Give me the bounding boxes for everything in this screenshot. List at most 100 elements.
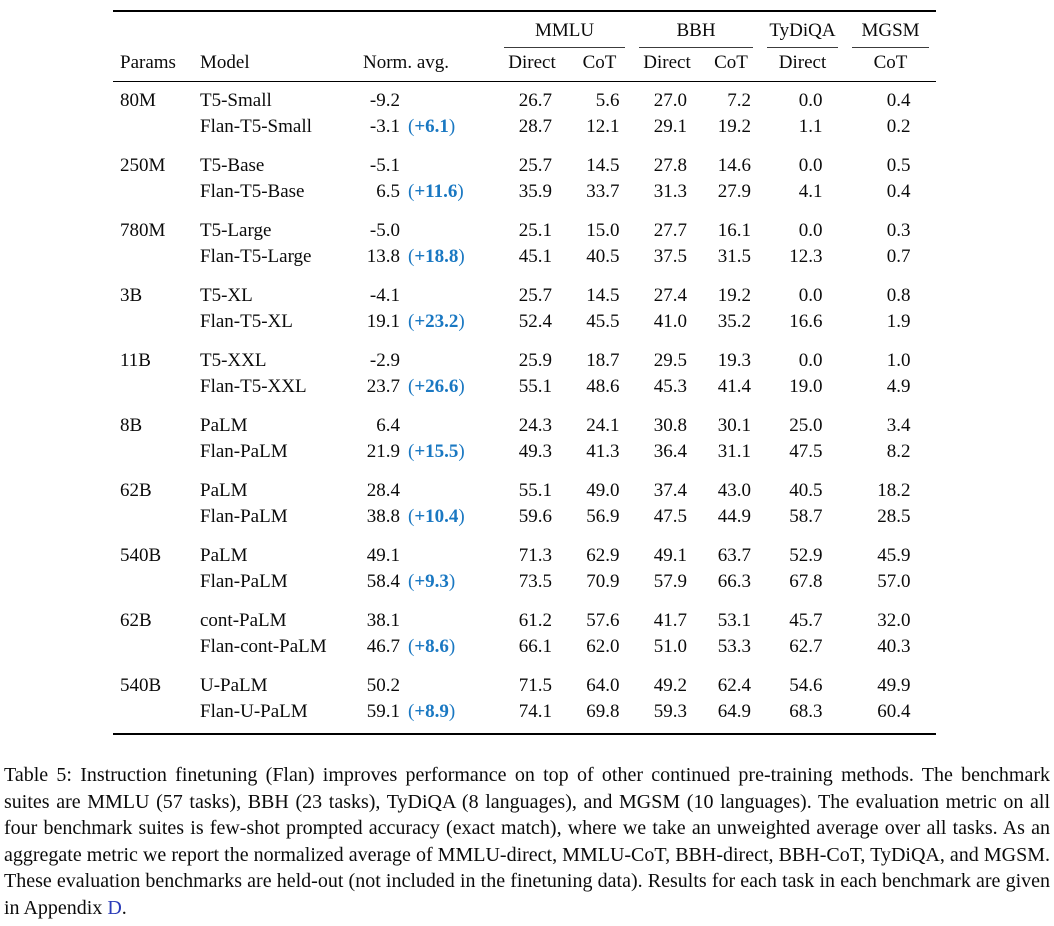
group-spacer: [113, 465, 936, 478]
metric-value: 25.1: [518, 220, 552, 241]
cell-mgsm-cot: 0.2: [845, 114, 936, 140]
metric-value: 55.1: [518, 480, 552, 501]
metric-value: 49.9: [877, 675, 911, 696]
metric-value: 53.1: [717, 610, 751, 631]
metric-value: 66.1: [518, 636, 552, 657]
metric-value: 18.7: [586, 350, 620, 371]
metric-value: 51.0: [653, 636, 687, 657]
delta-value: (+11.6): [408, 181, 464, 202]
metric-value: 16.6: [789, 311, 823, 332]
cell-params: 540B: [120, 675, 162, 696]
cell-mmlu-direct: 55.1: [497, 374, 567, 400]
table-row: Flan-PaLM 58.4 (+9.3) 73.5 70.9 57.9 66.3 67.8 5…: [113, 569, 936, 595]
cell-bbh-direct: 29.1: [632, 114, 702, 140]
metric-value: 0.0: [798, 220, 823, 241]
metric-value: 57.9: [653, 571, 687, 592]
cell-params: 540B: [120, 545, 162, 566]
metric-value: 62.9: [586, 545, 620, 566]
metric-value: 36.4: [653, 441, 687, 462]
cell-norm-avg: -3.1 (+6.1): [358, 114, 497, 140]
cell-tydiqa-direct: 52.9: [760, 543, 845, 569]
cell-bbh-direct: 57.9: [632, 569, 702, 595]
cell-model: Flan-T5-XL: [200, 311, 293, 332]
table-5-container: MMLU BBH TyDiQA MGSM Params Model Norm.: [113, 10, 937, 735]
cell-params: [113, 569, 195, 595]
delta-value: (+15.5): [408, 441, 465, 462]
norm-avg-value: 6.5: [376, 181, 400, 202]
cell-bbh-cot: 27.9: [702, 179, 760, 205]
metric-value: 40.5: [789, 480, 823, 501]
metric-value: 52.4: [518, 311, 552, 332]
group-spacer-cell: [113, 530, 936, 543]
metric-value: 30.1: [717, 415, 751, 436]
cell-norm-avg: 19.1 (+23.2): [358, 309, 497, 335]
cell-bbh-direct: 31.3: [632, 179, 702, 205]
cell-params: [113, 374, 195, 400]
metric-value: 28.7: [518, 116, 552, 137]
metric-value: 47.5: [653, 506, 687, 527]
cell-mgsm-cot: 18.2: [845, 478, 936, 504]
cell-mgsm-cot: 32.0: [845, 608, 936, 634]
cell-tydiqa-direct: 12.3: [760, 244, 845, 270]
norm-avg-value: 46.7: [366, 636, 400, 657]
cell-mgsm-cot: 49.9: [845, 673, 936, 699]
table-row: 540B U-PaLM 50.2 71.5 64.0 49.2 62.4 54.6 49.9: [113, 673, 936, 699]
norm-avg-value: -4.1: [369, 285, 400, 306]
table-row: 62B PaLM 28.4 55.1 49.0 37.4 43.0 40.5 18.2: [113, 478, 936, 504]
metric-value: 43.0: [717, 480, 751, 501]
cell-norm-avg: 13.8 (+18.8): [358, 244, 497, 270]
cell-bbh-cot: 44.9: [702, 504, 760, 530]
cell-norm-avg: 58.4 (+9.3): [358, 569, 497, 595]
metric-value: 62.7: [789, 636, 823, 657]
metric-value: 27.8: [653, 155, 687, 176]
column-header-row: Params Model Norm. avg. Direct CoT Direc…: [113, 48, 937, 82]
metric-value: 71.5: [518, 675, 552, 696]
norm-avg-value: 28.4: [366, 480, 400, 501]
cell-bbh-cot: 41.4: [702, 374, 760, 400]
cell-mmlu-direct: 61.2: [497, 608, 567, 634]
metric-value: 30.8: [653, 415, 687, 436]
cell-norm-avg: -2.9: [358, 348, 497, 374]
cell-params: 80M: [120, 90, 156, 111]
cell-mmlu-cot: 48.6: [567, 374, 632, 400]
cell-mmlu-cot: 69.8: [567, 699, 632, 734]
norm-avg-value: -3.1: [369, 116, 400, 137]
cell-bbh-direct: 45.3: [632, 374, 702, 400]
header-mmlu-direct: Direct: [497, 48, 567, 82]
cell-tydiqa-direct: 0.0: [760, 348, 845, 374]
table-row: Flan-PaLM 38.8 (+10.4) 59.6 56.9 47.5 44.9 58.7…: [113, 504, 936, 530]
group-spacer-cell: [113, 660, 936, 673]
table-row: Flan-T5-XXL 23.7 (+26.6) 55.1 48.6 45.3 41.4 19…: [113, 374, 936, 400]
cell-mmlu-cot: 15.0: [567, 218, 632, 244]
metric-value: 25.7: [518, 155, 552, 176]
cell-mmlu-cot: 14.5: [567, 283, 632, 309]
metric-value: 49.3: [518, 441, 552, 462]
delta-value: (+8.9): [408, 701, 456, 722]
cell-bbh-cot: 62.4: [702, 673, 760, 699]
metric-value: 19.0: [789, 376, 823, 397]
group-spacer: [113, 530, 936, 543]
metric-value: 7.2: [727, 90, 751, 111]
group-spacer: [113, 205, 936, 218]
cell-mmlu-cot: 49.0: [567, 478, 632, 504]
table-row: Flan-PaLM 21.9 (+15.5) 49.3 41.3 36.4 31.1 47.5…: [113, 439, 936, 465]
cell-mmlu-cot: 64.0: [567, 673, 632, 699]
cell-mmlu-cot: 62.9: [567, 543, 632, 569]
metric-value: 53.3: [717, 636, 751, 657]
cell-norm-avg: 23.7 (+26.6): [358, 374, 497, 400]
cell-mmlu-cot: 14.5: [567, 153, 632, 179]
cell-tydiqa-direct: 67.8: [760, 569, 845, 595]
cell-mgsm-cot: 4.9: [845, 374, 936, 400]
cell-bbh-direct: 37.5: [632, 244, 702, 270]
cell-mmlu-direct: 73.5: [497, 569, 567, 595]
metric-value: 25.7: [518, 285, 552, 306]
cell-params: [113, 439, 195, 465]
header-params: Params: [113, 48, 195, 82]
norm-avg-value: -5.0: [369, 220, 400, 241]
cell-mmlu-cot: 18.7: [567, 348, 632, 374]
appendix-d-link[interactable]: D: [107, 896, 122, 919]
cell-bbh-direct: 49.2: [632, 673, 702, 699]
header-model: Model: [195, 48, 358, 82]
metric-value: 63.7: [717, 545, 751, 566]
cell-mgsm-cot: 0.8: [845, 283, 936, 309]
